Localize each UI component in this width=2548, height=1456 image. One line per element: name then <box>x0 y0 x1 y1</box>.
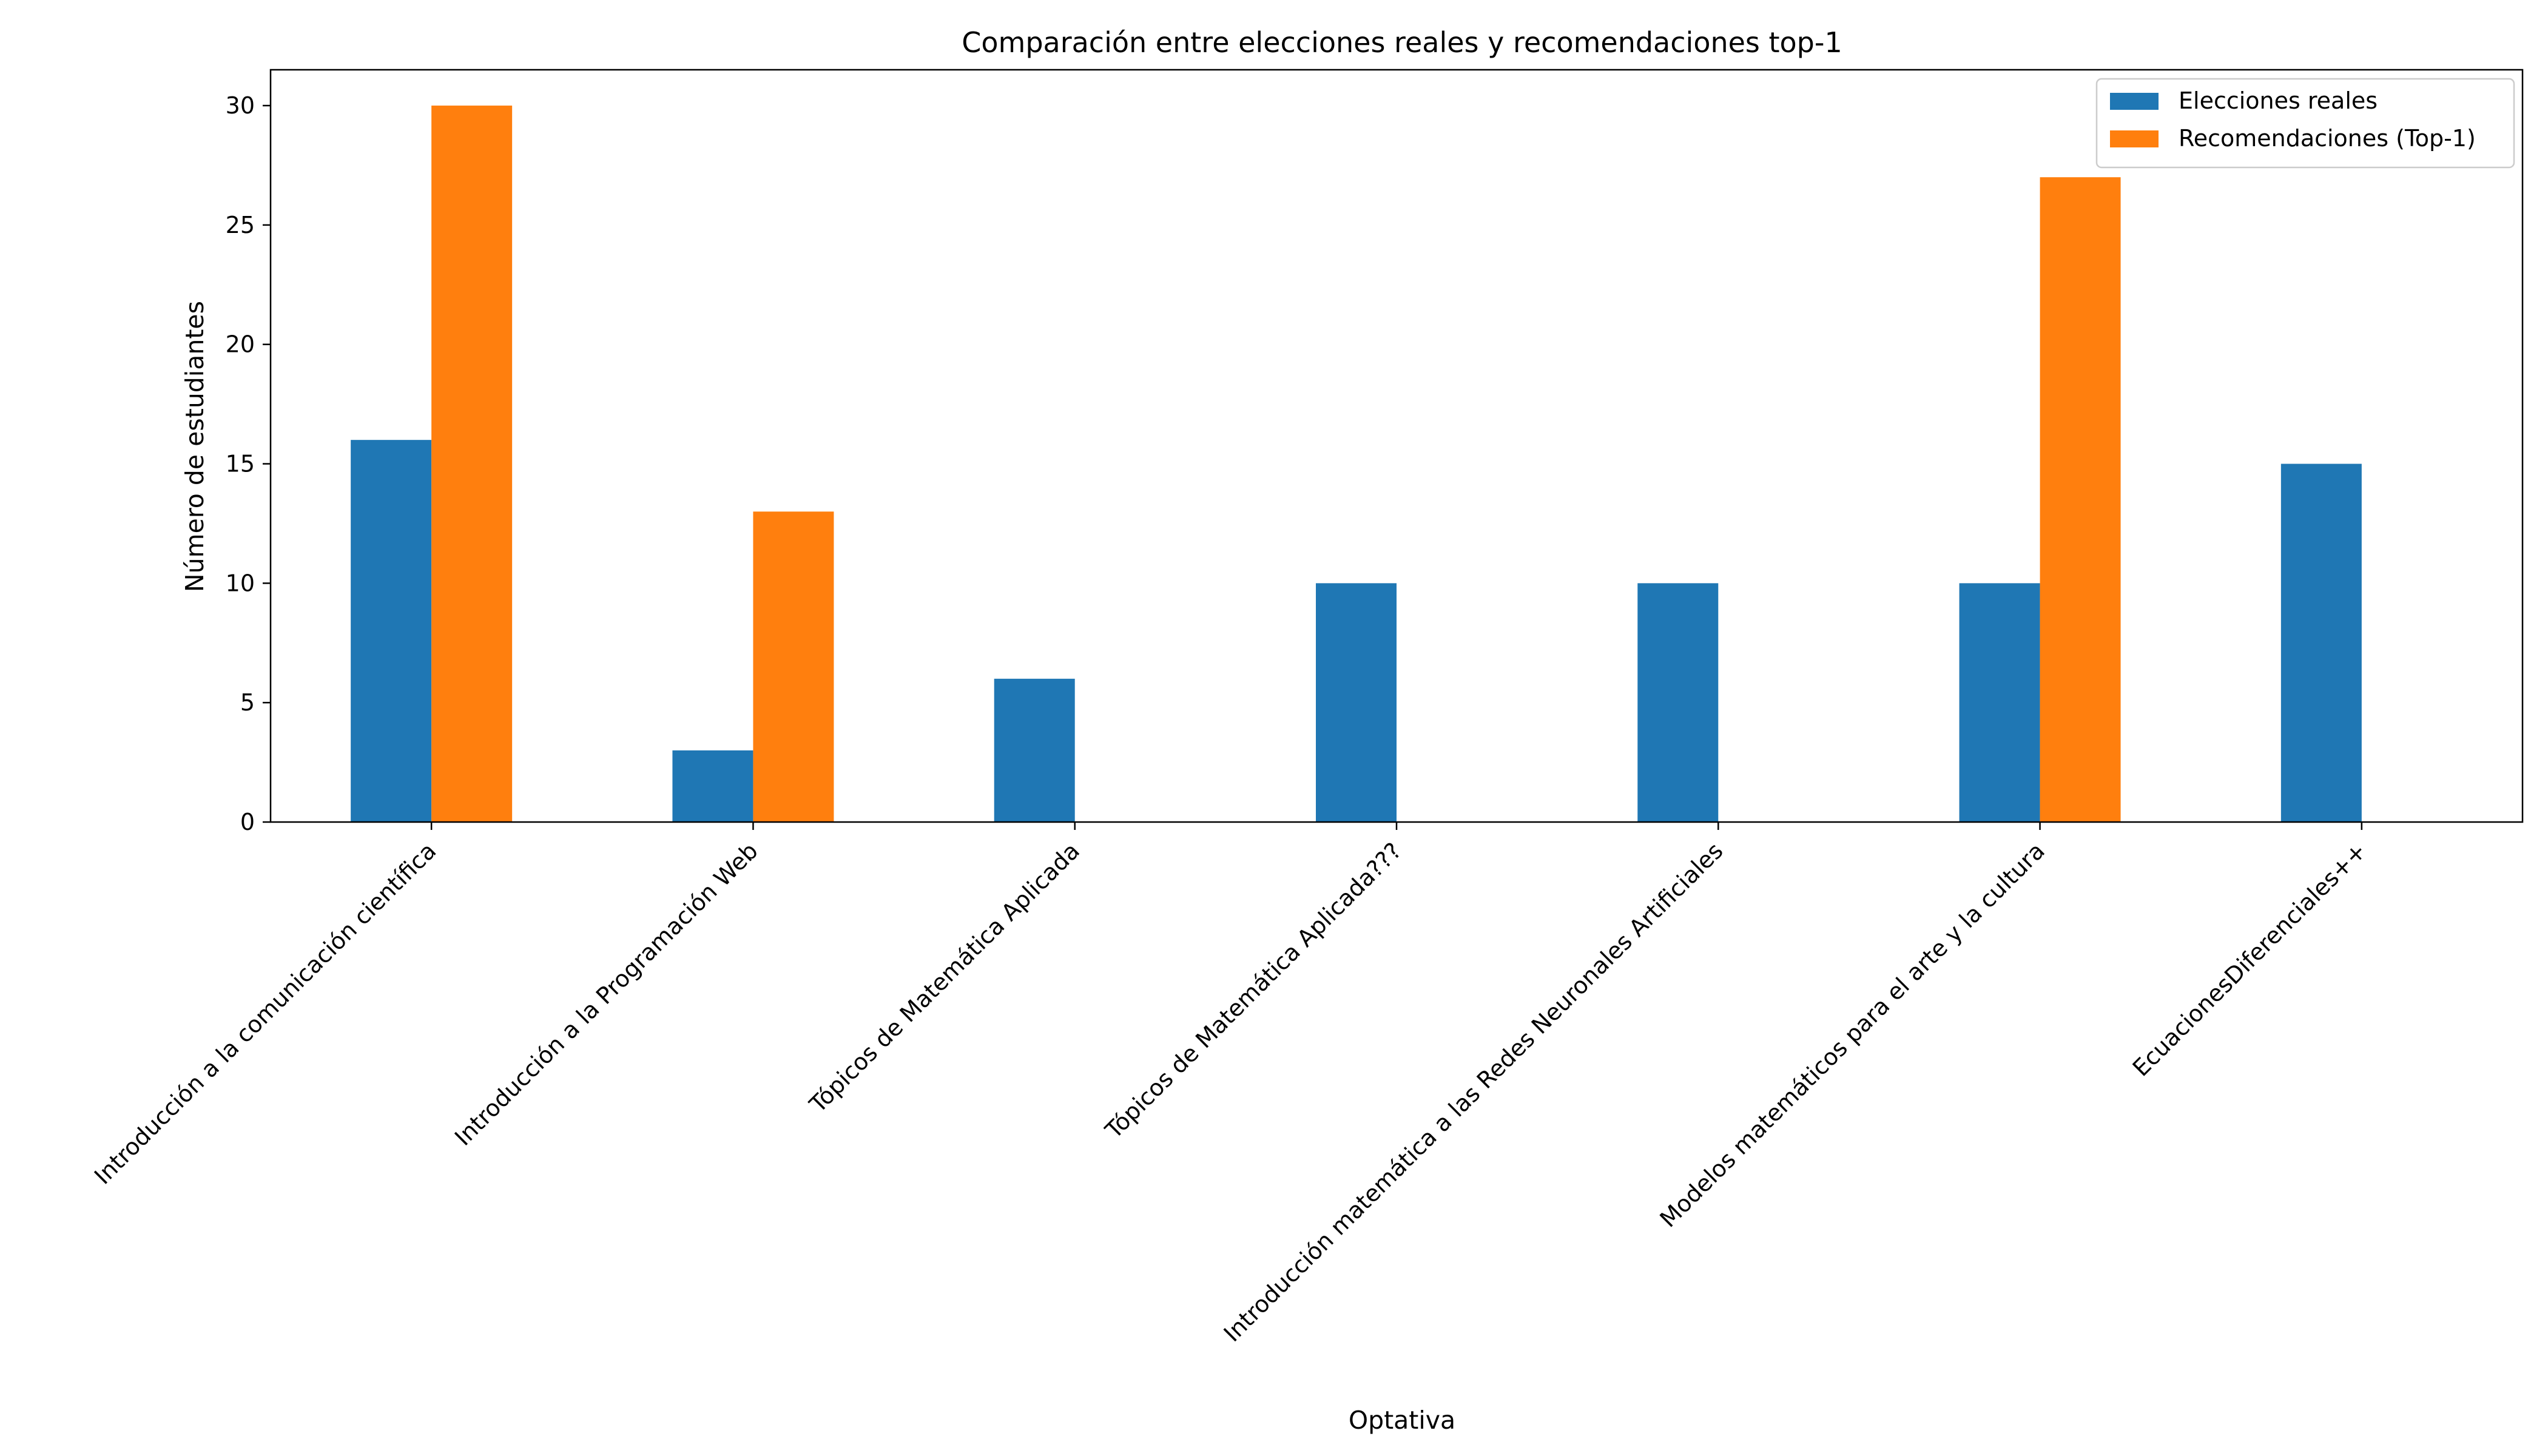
bar-series-0-category-0 <box>351 440 432 822</box>
legend-label-0: Elecciones reales <box>2179 87 2378 114</box>
bar-series-0-category-2 <box>994 678 1075 822</box>
y-tick-label-3: 15 <box>226 451 255 477</box>
legend-frame <box>2095 78 2515 169</box>
x-tick-label-0: Introducción a la comunicación científic… <box>89 837 441 1189</box>
x-tick-label-4: Introducción matemática a las Redes Neur… <box>1219 837 1728 1347</box>
x-axis-ticks: Introducción a la comunicación científic… <box>89 822 2371 1347</box>
chart-title: Comparación entre elecciones reales y re… <box>962 26 1842 59</box>
bars <box>351 106 2362 823</box>
bar-series-1-category-0 <box>431 106 513 823</box>
x-tick-label-3: Tópicos de Matemática Aplicada??? <box>1100 837 1407 1144</box>
x-tick-label-2: Tópicos de Matemática Aplicada <box>804 837 1085 1118</box>
x-axis-label: Optativa <box>1349 1406 1455 1435</box>
y-tick-label-5: 25 <box>226 212 255 238</box>
bar-series-1-category-5 <box>2040 177 2121 823</box>
legend-swatch-1 <box>2110 130 2159 147</box>
bar-series-0-category-3 <box>1316 583 1397 822</box>
legend-label-1: Recomendaciones (Top-1) <box>2179 125 2476 152</box>
x-tick-label-5: Modelos matemáticos para el arte y la cu… <box>1655 837 2050 1232</box>
bar-series-1-category-1 <box>753 511 834 822</box>
y-axis-label: Número de estudiantes <box>180 301 209 592</box>
y-tick-label-2: 10 <box>226 570 255 596</box>
legend-swatch-0 <box>2110 93 2159 110</box>
bar-series-0-category-6 <box>2280 463 2362 822</box>
x-tick-label-1: Introducción a la Programación Web <box>450 837 763 1151</box>
y-axis-ticks: 0 5 10 15 20 25 30 <box>226 92 271 835</box>
y-tick-label-1: 5 <box>240 689 255 716</box>
bar-series-0-category-5 <box>1959 583 2040 822</box>
y-tick-label-4: 20 <box>226 331 255 358</box>
y-tick-label-6: 30 <box>226 92 255 119</box>
legend: Elecciones reales Recomendaciones (Top-1) <box>2095 78 2515 169</box>
bar-series-0-category-1 <box>672 750 753 822</box>
bar-series-0-category-4 <box>1637 583 1719 822</box>
y-tick-label-0: 0 <box>240 809 255 835</box>
plot-area-frame <box>269 69 2524 823</box>
x-tick-label-6: EcuacionesDiferenciales++ <box>2128 837 2371 1081</box>
